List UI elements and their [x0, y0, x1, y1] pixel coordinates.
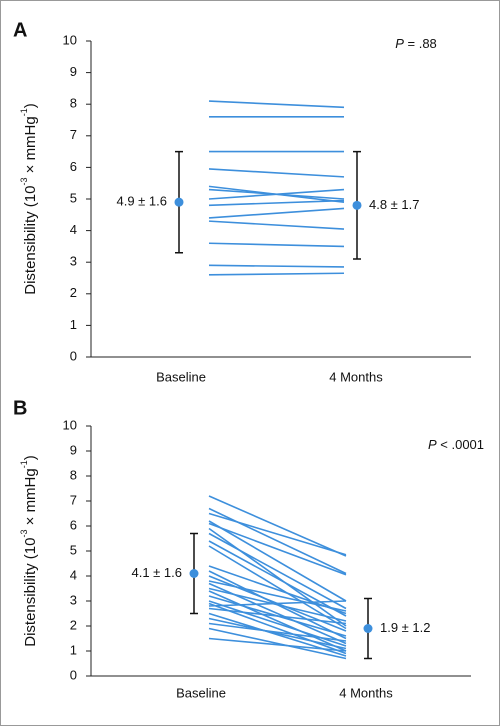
p-symbol: P — [428, 437, 437, 452]
subject-line — [208, 242, 345, 248]
y-axis-label-part: Distensibility (10 — [22, 186, 39, 295]
mean-marker — [352, 200, 362, 210]
y-tick-label: 0 — [70, 348, 77, 363]
panel-label: A — [13, 19, 27, 41]
y-axis-label: Distensibility (10-3 × mmHg-1) — [19, 455, 39, 647]
p-value: P < .0001 — [428, 437, 484, 452]
y-tick-label: 10 — [63, 32, 77, 47]
p-symbol: P — [395, 36, 404, 51]
subject-line — [208, 220, 345, 230]
subject-line — [208, 507, 347, 575]
y-tick-label: 1 — [70, 317, 77, 332]
mean-label: 4.1 ± 1.6 — [131, 565, 182, 580]
y-axis-label-part: × mmHg — [22, 116, 39, 177]
subject-line — [208, 580, 347, 612]
x-tick-label: 4 Months — [339, 685, 393, 700]
subject-line — [208, 617, 347, 650]
x-tick-label: Baseline — [156, 369, 206, 384]
panel-label: B — [13, 397, 27, 419]
y-tick-label: 3 — [70, 254, 77, 269]
y-tick-label: 8 — [70, 467, 77, 482]
y-axis-label-part: -1 — [19, 108, 29, 116]
subject-line — [208, 602, 347, 655]
subject-line — [208, 637, 347, 652]
y-tick-label: 10 — [63, 417, 77, 432]
subject-line — [208, 264, 345, 268]
subject-line — [208, 199, 345, 207]
subject-line — [208, 520, 347, 602]
subject-line — [208, 587, 347, 622]
y-axis-label: Distensibility (10-3 × mmHg-1) — [19, 103, 39, 295]
subject-line — [208, 188, 345, 200]
mean-label: 1.9 ± 1.2 — [380, 620, 431, 635]
y-tick-label: 5 — [70, 542, 77, 557]
subject-line — [208, 522, 347, 576]
y-tick-label: 7 — [70, 492, 77, 507]
y-axis-label-part: × mmHg — [22, 468, 39, 529]
y-tick-label: 9 — [70, 64, 77, 79]
subject-line — [208, 272, 345, 276]
subject-line — [208, 607, 347, 625]
subject-line — [208, 168, 345, 178]
subject-line — [208, 527, 347, 627]
subject-line — [208, 600, 347, 607]
subject-line — [208, 207, 345, 219]
y-axis-label-part: -3 — [19, 178, 29, 186]
mean-marker — [363, 624, 373, 633]
mean-marker — [189, 569, 199, 578]
y-tick-label: 3 — [70, 592, 77, 607]
y-tick-label: 0 — [70, 667, 77, 682]
subject-line — [208, 545, 347, 630]
subject-line — [208, 540, 347, 617]
subject-line — [208, 627, 347, 660]
subject-line — [208, 512, 347, 556]
y-tick-label: 8 — [70, 96, 77, 111]
y-tick-label: 4 — [70, 222, 77, 237]
y-tick-label: 9 — [70, 442, 77, 457]
mean-label: 4.8 ± 1.7 — [369, 197, 420, 212]
subject-line — [208, 100, 345, 109]
y-axis-label-part: Distensibility (10 — [22, 538, 39, 647]
y-axis-label-part: ) — [22, 455, 39, 460]
y-tick-label: 6 — [70, 517, 77, 532]
y-tick-label: 2 — [70, 285, 77, 300]
subject-line — [208, 622, 347, 642]
subject-line — [208, 590, 347, 652]
subject-line — [208, 532, 347, 610]
y-axis-label-part: -1 — [19, 460, 29, 468]
p-text: < .0001 — [437, 437, 484, 452]
y-tick-label: 1 — [70, 642, 77, 657]
y-axis-label-part: -3 — [19, 530, 29, 538]
subject-line — [208, 495, 347, 557]
y-tick-label: 7 — [70, 127, 77, 142]
x-tick-label: 4 Months — [329, 369, 383, 384]
y-tick-label: 6 — [70, 159, 77, 174]
mean-label: 4.9 ± 1.6 — [116, 194, 167, 209]
y-axis-label-part: ) — [22, 103, 39, 108]
x-tick-label: Baseline — [176, 685, 226, 700]
y-tick-label: 2 — [70, 617, 77, 632]
y-tick-label: 5 — [70, 190, 77, 205]
p-value: P = .88 — [395, 36, 437, 51]
p-text: = .88 — [404, 36, 437, 51]
y-tick-label: 4 — [70, 567, 77, 582]
mean-marker — [174, 197, 184, 207]
